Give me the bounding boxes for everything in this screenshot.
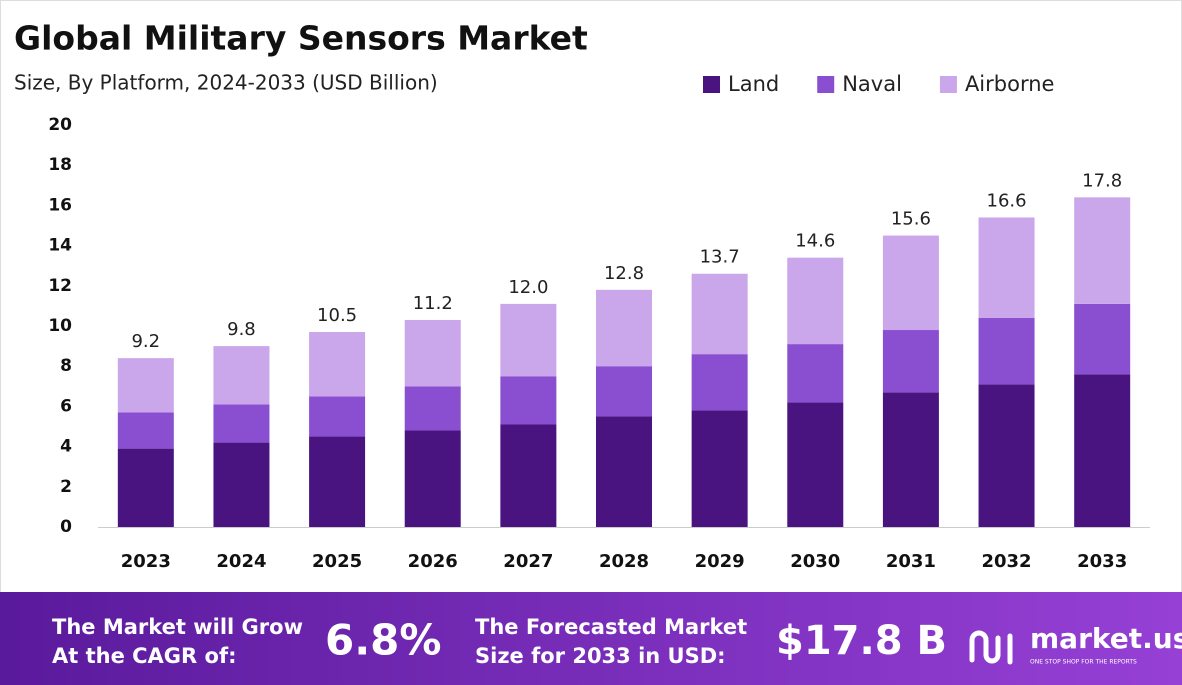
chart-title: Global Military Sensors Market — [14, 19, 588, 58]
total-label: 10.5 — [317, 305, 357, 326]
y-tick-label: 14 — [48, 236, 72, 256]
y-tick-label: 6 — [60, 396, 72, 416]
bar-segment — [1074, 197, 1131, 304]
total-label: 17.8 — [1082, 170, 1122, 191]
bar-segment — [117, 358, 174, 413]
bar-segment — [404, 386, 461, 431]
legend-swatch — [817, 76, 835, 93]
total-label: 12.0 — [508, 277, 548, 298]
total-label: 14.6 — [795, 231, 835, 252]
bar-segment — [1074, 374, 1131, 527]
bar-segment — [117, 448, 174, 527]
bar-segment — [500, 376, 557, 425]
bar-segment — [309, 436, 366, 527]
bar-segment — [978, 317, 1035, 385]
forecast-value: $17.8 B — [776, 618, 947, 664]
bar-segment — [500, 303, 557, 377]
bar-segment — [213, 346, 270, 405]
cagr-text: At the CAGR of: — [52, 644, 237, 668]
chart-subtitle: Size, By Platform, 2024-2033 (USD Billio… — [14, 71, 438, 95]
bar-segment — [596, 416, 652, 527]
total-label: 16.6 — [987, 190, 1027, 211]
bar-segment — [309, 396, 366, 437]
legend-label: Naval — [842, 72, 902, 96]
y-tick-label: 16 — [48, 195, 72, 215]
y-tick-label: 0 — [60, 517, 72, 537]
bar-segment — [882, 392, 939, 527]
legend-swatch — [939, 76, 957, 93]
x-tick-label: 2024 — [216, 551, 266, 572]
x-tick-label: 2029 — [695, 551, 745, 572]
forecast-text: The Forecasted Market — [475, 615, 747, 639]
total-label: 11.2 — [413, 293, 453, 314]
bar-segment — [404, 430, 461, 527]
bar-segment — [213, 404, 270, 443]
x-tick-label: 2027 — [503, 551, 553, 572]
legend-label: Airborne — [965, 72, 1055, 96]
logo-tagline: ONE STOP SHOP FOR THE REPORTS — [1030, 659, 1137, 666]
bar-segment — [309, 332, 366, 397]
x-tick-label: 2023 — [121, 551, 171, 572]
bar-segment — [978, 217, 1035, 318]
bar-segment — [978, 384, 1035, 527]
x-tick-label: 2028 — [599, 551, 649, 572]
bar-segment — [213, 442, 270, 527]
total-label: 12.8 — [604, 263, 644, 284]
bar-segment — [404, 319, 461, 387]
y-tick-label: 18 — [48, 155, 72, 175]
bar-segment — [691, 410, 748, 527]
banner-text: The Market will Grow At the CAGR of: 6.8… — [52, 615, 1182, 668]
bar-segment — [787, 344, 844, 403]
x-tick-label: 2030 — [790, 551, 840, 572]
x-tick-label: 2032 — [981, 551, 1031, 572]
x-tick-label: 2033 — [1077, 551, 1127, 572]
bar-segment — [787, 257, 844, 345]
y-tick-label: 8 — [60, 356, 72, 376]
total-label: 9.8 — [227, 319, 256, 340]
y-tick-label: 2 — [60, 477, 72, 497]
bar-segment — [691, 354, 748, 411]
y-tick-label: 10 — [48, 316, 72, 336]
total-label: 9.2 — [131, 331, 160, 352]
x-tick-label: 2025 — [312, 551, 362, 572]
bar-segment — [882, 235, 939, 331]
forecast-text: Size for 2033 in USD: — [475, 644, 726, 668]
bar-segment — [882, 330, 939, 393]
y-tick-label: 12 — [48, 276, 72, 296]
bar-segment — [596, 366, 652, 417]
x-tick-label: 2031 — [886, 551, 936, 572]
logo-icon — [969, 630, 1013, 665]
bar-segment — [117, 412, 174, 449]
legend-swatch — [703, 76, 720, 93]
y-tick-label: 4 — [60, 437, 72, 457]
bar-segment — [500, 424, 557, 527]
total-label: 15.6 — [891, 209, 931, 230]
y-tick-label: 20 — [48, 115, 72, 135]
bar-segment — [596, 289, 652, 367]
logo: market.us — [1030, 622, 1182, 655]
cagr-value: 6.8% — [325, 616, 441, 665]
bar-segment — [787, 402, 844, 527]
cagr-text: The Market will Grow — [52, 615, 303, 639]
total-label: 13.7 — [700, 247, 740, 268]
legend-label: Land — [728, 72, 779, 96]
bar-segment — [691, 273, 748, 355]
bar-segment — [1074, 303, 1131, 375]
x-tick-label: 2026 — [408, 551, 458, 572]
logo-mark — [969, 630, 1001, 664]
